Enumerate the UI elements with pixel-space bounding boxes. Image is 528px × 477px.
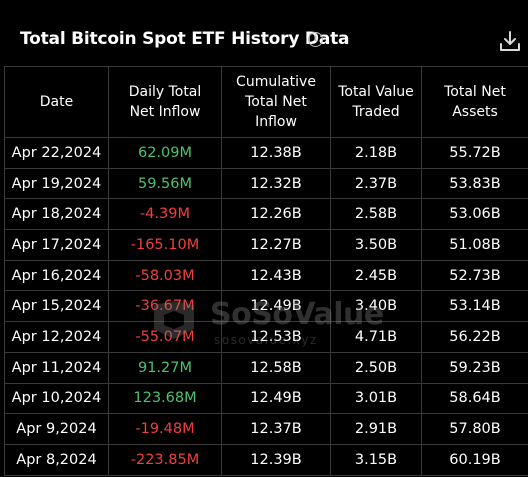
- page-title: Total Bitcoin Spot ETF History Data: [20, 29, 350, 49]
- table-row: Apr 9,2024 -19.48M 12.37B 2.91B 57.80B: [4, 413, 528, 445]
- column-header-total-net-assets: Total Net Assets: [421, 66, 528, 138]
- cell-total-net-assets: 51.08B: [421, 229, 528, 261]
- table-row: Apr 15,2024 -36.67M 12.49B 3.40B 53.14B: [4, 290, 528, 323]
- cell-cumulative-net-inflow: 12.26B: [221, 198, 331, 231]
- cell-daily-net-inflow: 123.68M: [108, 382, 222, 415]
- cell-date: Apr 18,2024: [4, 198, 109, 231]
- cell-total-value-traded: 3.15B: [330, 443, 422, 476]
- cell-cumulative-net-inflow: 12.58B: [221, 351, 331, 384]
- cell-total-value-traded: 2.91B: [330, 413, 422, 445]
- cell-total-value-traded: 3.40B: [330, 290, 422, 323]
- cell-total-net-assets: 55.72B: [421, 137, 528, 169]
- etf-history-table: Date Daily Total Net Inflow Cumulative T…: [4, 66, 528, 477]
- info-icon[interactable]: i: [308, 32, 323, 47]
- cell-total-net-assets: 56.22B: [421, 321, 528, 353]
- cell-total-net-assets: 52.73B: [421, 259, 528, 292]
- table-row: Apr 11,2024 91.27M 12.58B 2.50B 59.23B: [4, 351, 528, 384]
- cell-daily-net-inflow: 59.56M: [108, 167, 222, 200]
- cell-total-value-traded: 2.50B: [330, 351, 422, 384]
- cell-date: Apr 10,2024: [4, 382, 109, 415]
- cell-cumulative-net-inflow: 12.32B: [221, 167, 331, 200]
- cell-date: Apr 19,2024: [4, 167, 109, 200]
- cell-cumulative-net-inflow: 12.49B: [221, 290, 331, 323]
- cell-cumulative-net-inflow: 12.49B: [221, 382, 331, 415]
- cell-cumulative-net-inflow: 12.27B: [221, 229, 331, 261]
- cell-daily-net-inflow: -55.07M: [108, 321, 222, 353]
- cell-daily-net-inflow: -19.48M: [108, 413, 222, 445]
- cell-total-value-traded: 4.71B: [330, 321, 422, 353]
- table-row: Apr 16,2024 -58.03M 12.43B 2.45B 52.73B: [4, 259, 528, 292]
- cell-date: Apr 9,2024: [4, 413, 109, 445]
- cell-total-net-assets: 53.14B: [421, 290, 528, 323]
- cell-date: Apr 8,2024: [4, 443, 109, 476]
- cell-daily-net-inflow: -4.39M: [108, 198, 222, 231]
- cell-total-value-traded: 3.50B: [330, 229, 422, 261]
- cell-total-net-assets: 58.64B: [421, 382, 528, 415]
- table-row: Apr 18,2024 -4.39M 12.26B 2.58B 53.06B: [4, 198, 528, 231]
- column-header-daily-net-inflow: Daily Total Net Inflow: [108, 66, 222, 138]
- table-row: Apr 22,2024 62.09M 12.38B 2.18B 55.72B: [4, 137, 528, 169]
- table-row: Apr 17,2024 -165.10M 12.27B 3.50B 51.08B: [4, 229, 528, 261]
- cell-daily-net-inflow: -223.85M: [108, 443, 222, 476]
- table-row: Apr 12,2024 -55.07M 12.53B 4.71B 56.22B: [4, 321, 528, 353]
- cell-daily-net-inflow: 62.09M: [108, 137, 222, 169]
- cell-date: Apr 15,2024: [4, 290, 109, 323]
- table-row: Apr 8,2024 -223.85M 12.39B 3.15B 60.19B: [4, 443, 528, 476]
- table-row: Apr 10,2024 123.68M 12.49B 3.01B 58.64B: [4, 382, 528, 415]
- cell-cumulative-net-inflow: 12.43B: [221, 259, 331, 292]
- cell-daily-net-inflow: 91.27M: [108, 351, 222, 384]
- cell-cumulative-net-inflow: 12.38B: [221, 137, 331, 169]
- cell-total-value-traded: 2.37B: [330, 167, 422, 200]
- table-header-row: Date Daily Total Net Inflow Cumulative T…: [4, 66, 528, 138]
- cell-date: Apr 17,2024: [4, 229, 109, 261]
- cell-total-value-traded: 2.18B: [330, 137, 422, 169]
- cell-total-value-traded: 3.01B: [330, 382, 422, 415]
- cell-total-value-traded: 2.58B: [330, 198, 422, 231]
- cell-date: Apr 11,2024: [4, 351, 109, 384]
- column-header-cumulative-net-inflow: Cumulative Total Net Inflow: [221, 66, 331, 138]
- cell-date: Apr 16,2024: [4, 259, 109, 292]
- cell-total-net-assets: 59.23B: [421, 351, 528, 384]
- cell-cumulative-net-inflow: 12.39B: [221, 443, 331, 476]
- cell-total-value-traded: 2.45B: [330, 259, 422, 292]
- cell-date: Apr 22,2024: [4, 137, 109, 169]
- cell-daily-net-inflow: -36.67M: [108, 290, 222, 323]
- cell-total-net-assets: 60.19B: [421, 443, 528, 476]
- cell-date: Apr 12,2024: [4, 321, 109, 353]
- download-icon[interactable]: [498, 29, 522, 53]
- header: Total Bitcoin Spot ETF History Data i: [0, 0, 528, 66]
- table-row: Apr 19,2024 59.56M 12.32B 2.37B 53.83B: [4, 167, 528, 200]
- cell-total-net-assets: 53.83B: [421, 167, 528, 200]
- column-header-date: Date: [4, 66, 109, 138]
- cell-cumulative-net-inflow: 12.37B: [221, 413, 331, 445]
- table-body: Apr 22,2024 62.09M 12.38B 2.18B 55.72B Apr 19…: [4, 137, 528, 476]
- cell-daily-net-inflow: -165.10M: [108, 229, 222, 261]
- cell-daily-net-inflow: -58.03M: [108, 259, 222, 292]
- cell-total-net-assets: 57.80B: [421, 413, 528, 445]
- column-header-total-value-traded: Total Value Traded: [330, 66, 422, 138]
- cell-cumulative-net-inflow: 12.53B: [221, 321, 331, 353]
- cell-total-net-assets: 53.06B: [421, 198, 528, 231]
